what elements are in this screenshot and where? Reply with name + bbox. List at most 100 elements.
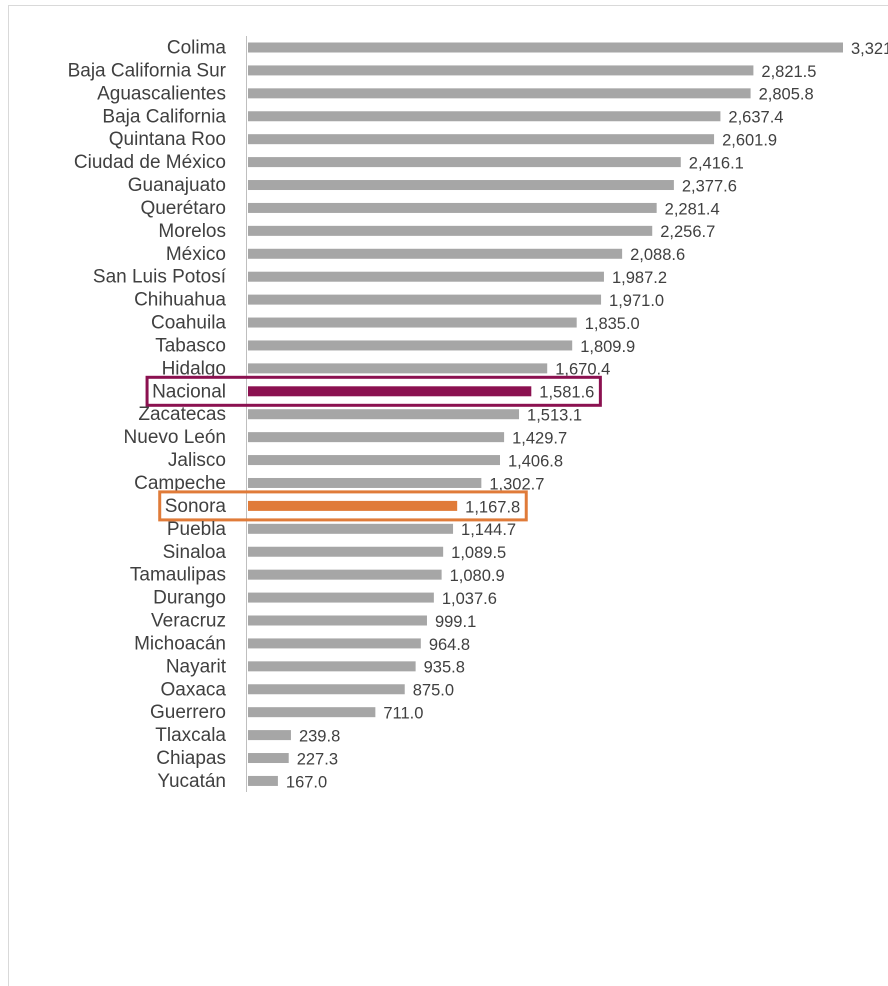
value-label: 1,987.2 [612, 269, 667, 287]
bar [248, 386, 532, 397]
category-label: Chiapas [156, 748, 226, 769]
bar [248, 180, 674, 191]
category-label: San Luis Potosí [93, 267, 227, 288]
value-label: 1,835.0 [585, 315, 640, 333]
value-label: 1,089.5 [451, 544, 506, 562]
category-label: Nuevo León [124, 427, 226, 448]
bar [248, 523, 454, 534]
value-label: 239.8 [299, 727, 340, 745]
category-label: Sonora [165, 496, 227, 517]
category-label: Jalisco [168, 450, 226, 471]
bar [248, 753, 289, 764]
value-label: 1,670.4 [555, 361, 610, 379]
value-label: 1,581.6 [539, 384, 594, 402]
highlight-box [145, 375, 602, 407]
value-label: 2,821.5 [761, 63, 816, 81]
value-label: 1,809.9 [580, 338, 635, 356]
category-label: México [166, 244, 226, 265]
bar [248, 225, 653, 236]
category-label: Zacatecas [138, 404, 226, 425]
category-label: Tabasco [155, 335, 226, 356]
category-label: Baja California Sur [68, 60, 227, 81]
value-label: 2,377.6 [682, 177, 737, 195]
value-label: 2,601.9 [722, 132, 777, 150]
value-label: 167.0 [286, 773, 327, 791]
category-label: Morelos [158, 221, 226, 242]
bar [248, 157, 681, 168]
category-label: Aguascalientes [97, 83, 226, 104]
value-label: 1,429.7 [512, 429, 567, 447]
category-label: Tlaxcala [155, 725, 226, 746]
value-label: 2,256.7 [660, 223, 715, 241]
category-label: Coahuila [151, 313, 226, 334]
category-label: Yucatán [157, 771, 226, 792]
category-label: Campeche [134, 473, 226, 494]
category-label: Nacional [152, 381, 226, 402]
value-label: 1,513.1 [527, 407, 582, 425]
value-label: 227.3 [297, 750, 338, 768]
bar [248, 88, 751, 99]
bar [248, 340, 573, 351]
bar [248, 294, 602, 305]
bar [248, 111, 721, 122]
value-label: 2,281.4 [665, 200, 720, 218]
category-label: Guerrero [150, 702, 226, 723]
category-label: Oaxaca [161, 679, 227, 700]
bar [248, 775, 278, 786]
value-label: 1,406.8 [508, 452, 563, 470]
value-label: 1,167.8 [465, 498, 520, 516]
bar [248, 730, 291, 741]
category-label: Colima [167, 38, 227, 59]
bar [248, 546, 444, 557]
bar [248, 134, 715, 145]
bar [248, 684, 405, 695]
category-label: Nayarit [166, 656, 227, 677]
bar [248, 638, 421, 649]
value-label: 964.8 [429, 636, 470, 654]
value-label: 1,971.0 [609, 292, 664, 310]
value-label: 3,321.7 [851, 40, 888, 58]
bar [248, 615, 427, 626]
value-label: 2,637.4 [728, 109, 783, 127]
category-label: Ciudad de México [74, 152, 226, 173]
category-label: Chihuahua [134, 290, 226, 311]
bar [248, 661, 416, 672]
chart-frame [8, 5, 888, 986]
value-label: 875.0 [413, 682, 454, 700]
bar [248, 409, 520, 420]
category-label: Quintana Roo [109, 129, 226, 150]
category-label: Durango [153, 588, 226, 609]
bar [248, 363, 548, 374]
bar [248, 592, 434, 603]
bar [248, 569, 442, 580]
value-label: 1,144.7 [461, 521, 516, 539]
category-label: Tamaulipas [130, 565, 226, 586]
bar [248, 42, 843, 53]
value-label: 1,037.6 [442, 590, 497, 608]
bar [248, 202, 657, 213]
value-label: 2,805.8 [759, 86, 814, 104]
value-label: 1,080.9 [450, 567, 505, 585]
bar [248, 271, 604, 282]
bar [248, 500, 458, 511]
bar [248, 317, 577, 328]
category-label: Michoacán [134, 633, 226, 654]
category-label: Guanajuato [128, 175, 226, 196]
bar [248, 432, 505, 443]
category-label: Puebla [167, 519, 227, 540]
category-label: Hidalgo [162, 358, 226, 379]
bar [248, 248, 623, 259]
category-label: Sinaloa [163, 542, 227, 563]
value-label: 1,302.7 [489, 475, 544, 493]
category-label: Veracruz [151, 611, 226, 632]
bar [248, 455, 500, 466]
category-label: Querétaro [140, 198, 226, 219]
category-label: Baja California [102, 106, 226, 127]
bar [248, 707, 376, 718]
value-label: 2,088.6 [630, 246, 685, 264]
value-label: 711.0 [383, 705, 423, 723]
value-label: 935.8 [424, 659, 465, 677]
bar [248, 477, 482, 488]
